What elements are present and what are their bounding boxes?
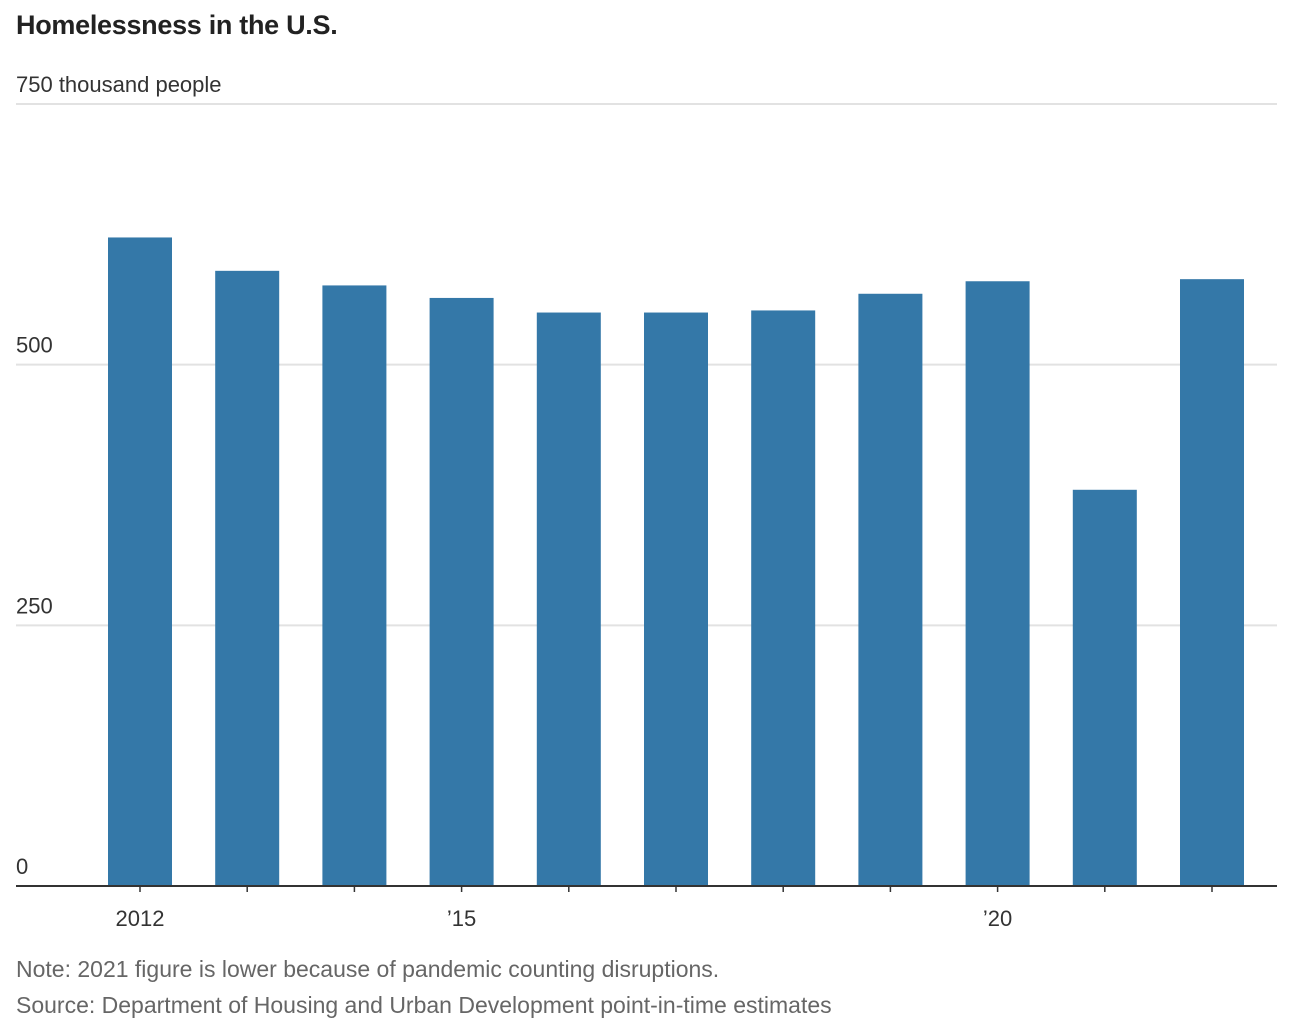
bars bbox=[108, 237, 1244, 887]
bar-2017 bbox=[644, 312, 708, 886]
bar-2022 bbox=[1180, 279, 1244, 887]
bar-2015 bbox=[429, 297, 494, 886]
chart-source: Source: Department of Housing and Urban … bbox=[16, 992, 832, 1018]
y-tick-label: 0 bbox=[16, 854, 28, 879]
bar-2021 bbox=[1072, 489, 1137, 886]
y-tick-label: 250 bbox=[16, 593, 53, 618]
x-axis bbox=[16, 885, 1277, 892]
x-tick-label: ’15 bbox=[447, 906, 476, 931]
bar-chart: 0 250 500 750 thousand people 2012 ’15 ’20 bbox=[16, 72, 1277, 931]
chart-title: Homelessness in the U.S. bbox=[16, 10, 338, 40]
bar-2018 bbox=[751, 310, 816, 886]
y-axis-labels: 0 250 500 750 thousand people bbox=[16, 72, 222, 879]
bar-2012 bbox=[108, 237, 172, 887]
bar-2020 bbox=[965, 281, 1030, 887]
chart-note: Note: 2021 figure is lower because of pa… bbox=[16, 956, 720, 982]
bar-2014 bbox=[322, 285, 387, 886]
bar-2013 bbox=[215, 270, 280, 886]
x-tick-label: ’20 bbox=[983, 906, 1012, 931]
bar-2016 bbox=[536, 312, 601, 886]
x-axis-labels: 2012 ’15 ’20 bbox=[116, 906, 1013, 931]
y-tick-label: 500 bbox=[16, 333, 53, 358]
y-tick-label: 750 thousand people bbox=[16, 72, 222, 97]
x-tick-label: 2012 bbox=[116, 906, 165, 931]
bar-2019 bbox=[858, 293, 923, 886]
